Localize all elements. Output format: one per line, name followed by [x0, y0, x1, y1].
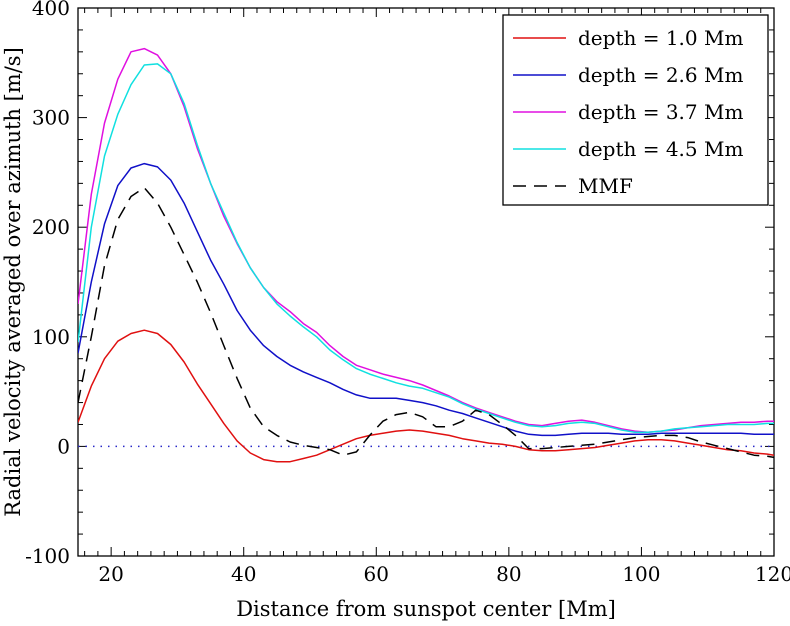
y-tick-label: 200 [32, 215, 70, 239]
legend-items: depth = 1.0 Mm depth = 2.6 Mm depth = 3.7 … [513, 26, 743, 198]
y-tick-label: 300 [32, 106, 70, 130]
y-tick-label: 100 [32, 325, 70, 349]
x-tick-label: 40 [231, 562, 256, 586]
legend-label: depth = 4.5 Mm [578, 137, 743, 161]
y-tick-label: -100 [25, 544, 70, 568]
series-line [78, 63, 774, 433]
y-axis-title: Radial velocity averaged over azimuth [m… [1, 47, 25, 517]
series-line [78, 329, 774, 463]
series-line [78, 186, 774, 459]
legend-label: MMF [578, 174, 633, 198]
axis-ticks [78, 7, 775, 557]
legend-label: depth = 2.6 Mm [578, 63, 743, 87]
x-tick-label: 20 [98, 562, 123, 586]
x-tick-label: 120 [755, 562, 790, 586]
legend: depth = 1.0 Mm depth = 2.6 Mm depth = 3.7 … [502, 14, 769, 206]
y-tick-labels: -100 0 100 200 300 400 [25, 0, 70, 568]
plot-frame [77, 7, 775, 557]
x-tick-label: 80 [496, 562, 521, 586]
series-lines [78, 47, 774, 463]
legend-label: depth = 1.0 Mm [578, 26, 743, 50]
series-line [78, 162, 774, 437]
y-tick-label: 0 [57, 434, 70, 458]
legend-label: depth = 3.7 Mm [578, 100, 743, 124]
x-tick-label: 60 [364, 562, 389, 586]
x-tick-labels: 20 40 60 80 100 120 [98, 562, 790, 586]
x-tick-label: 100 [622, 562, 660, 586]
y-tick-label: 400 [32, 0, 70, 20]
legend-box [502, 14, 769, 206]
x-axis-title: Distance from sunspot center [Mm] [236, 597, 616, 621]
